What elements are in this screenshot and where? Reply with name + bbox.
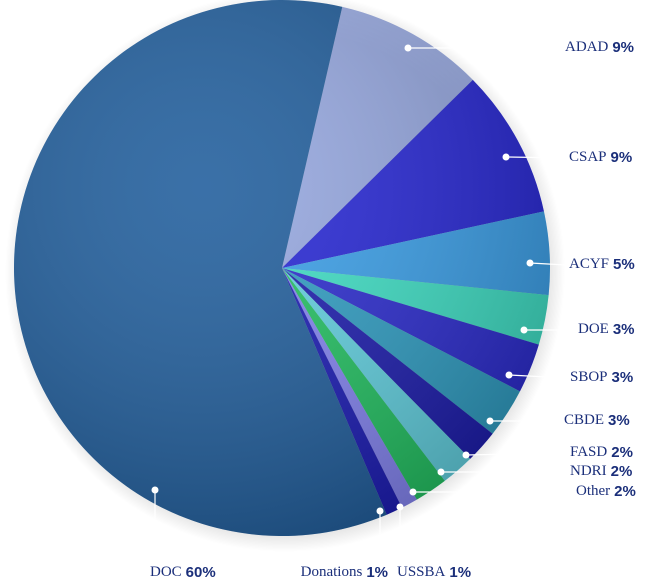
slice-name: DOE [578,321,609,337]
slice-percent: 1% [366,564,388,581]
slice-label: Other 2% [576,483,636,500]
slice-label: NDRI 2% [570,463,632,480]
slice-percent: 2% [611,444,633,461]
leader-dot [396,503,404,511]
slice-label: USSBA 1% [397,564,471,581]
leader-dot [462,451,470,459]
slice-percent: 3% [608,412,630,429]
slice-label: FASD 2% [570,444,633,461]
leader-line [529,262,567,266]
leader-line [508,374,568,379]
slice-name: CSAP [569,149,607,165]
slice-label: Donations 1% [301,564,388,581]
slice-percent: 9% [611,149,633,166]
slice-percent: 60% [186,564,216,581]
pie [14,0,550,536]
leader-line [465,452,568,456]
leader-dot [526,259,534,267]
leader-line [505,156,567,159]
slice-percent: 3% [613,321,635,338]
slice-label: CSAP 9% [569,149,632,166]
slice-label: DOC 60% [150,564,216,581]
slice-percent: 9% [612,39,634,56]
slice-label: CBDE 3% [564,412,630,429]
leader-dot [404,44,412,52]
slice-label: DOE 3% [578,321,635,338]
leader-dot [520,326,528,334]
slice-name: ADAD [565,39,608,55]
leader-dot [151,486,159,494]
slice-name: CBDE [564,412,604,428]
leader-dot [437,468,445,476]
slice-name: USSBA [397,564,446,580]
slice-name: Donations [301,564,363,580]
slice-percent: 2% [611,463,633,480]
slice-label: ADAD 9% [565,39,634,56]
slice-label: ACYF 5% [569,256,635,273]
slice-name: NDRI [570,463,607,479]
slice-name: SBOP [570,369,608,385]
leader-dot [486,417,494,425]
slice-name: ACYF [569,256,609,272]
slice-label: SBOP 3% [570,369,633,386]
leader-dot [505,371,513,379]
leader-dot [409,488,417,496]
slice-name: Other [576,483,610,499]
slice-name: FASD [570,444,607,460]
slice-percent: 2% [614,483,636,500]
slice-percent: 5% [613,256,635,273]
leader-dot [502,153,510,161]
slice-percent: 3% [612,369,634,386]
labels: ADAD 9%CSAP 9%ACYF 5%DOE 3%SBOP 3%CBDE 3%FASD 2… [150,39,636,581]
slice-percent: 1% [449,564,471,581]
slice-name: DOC [150,564,182,580]
leader-dot [376,507,384,515]
